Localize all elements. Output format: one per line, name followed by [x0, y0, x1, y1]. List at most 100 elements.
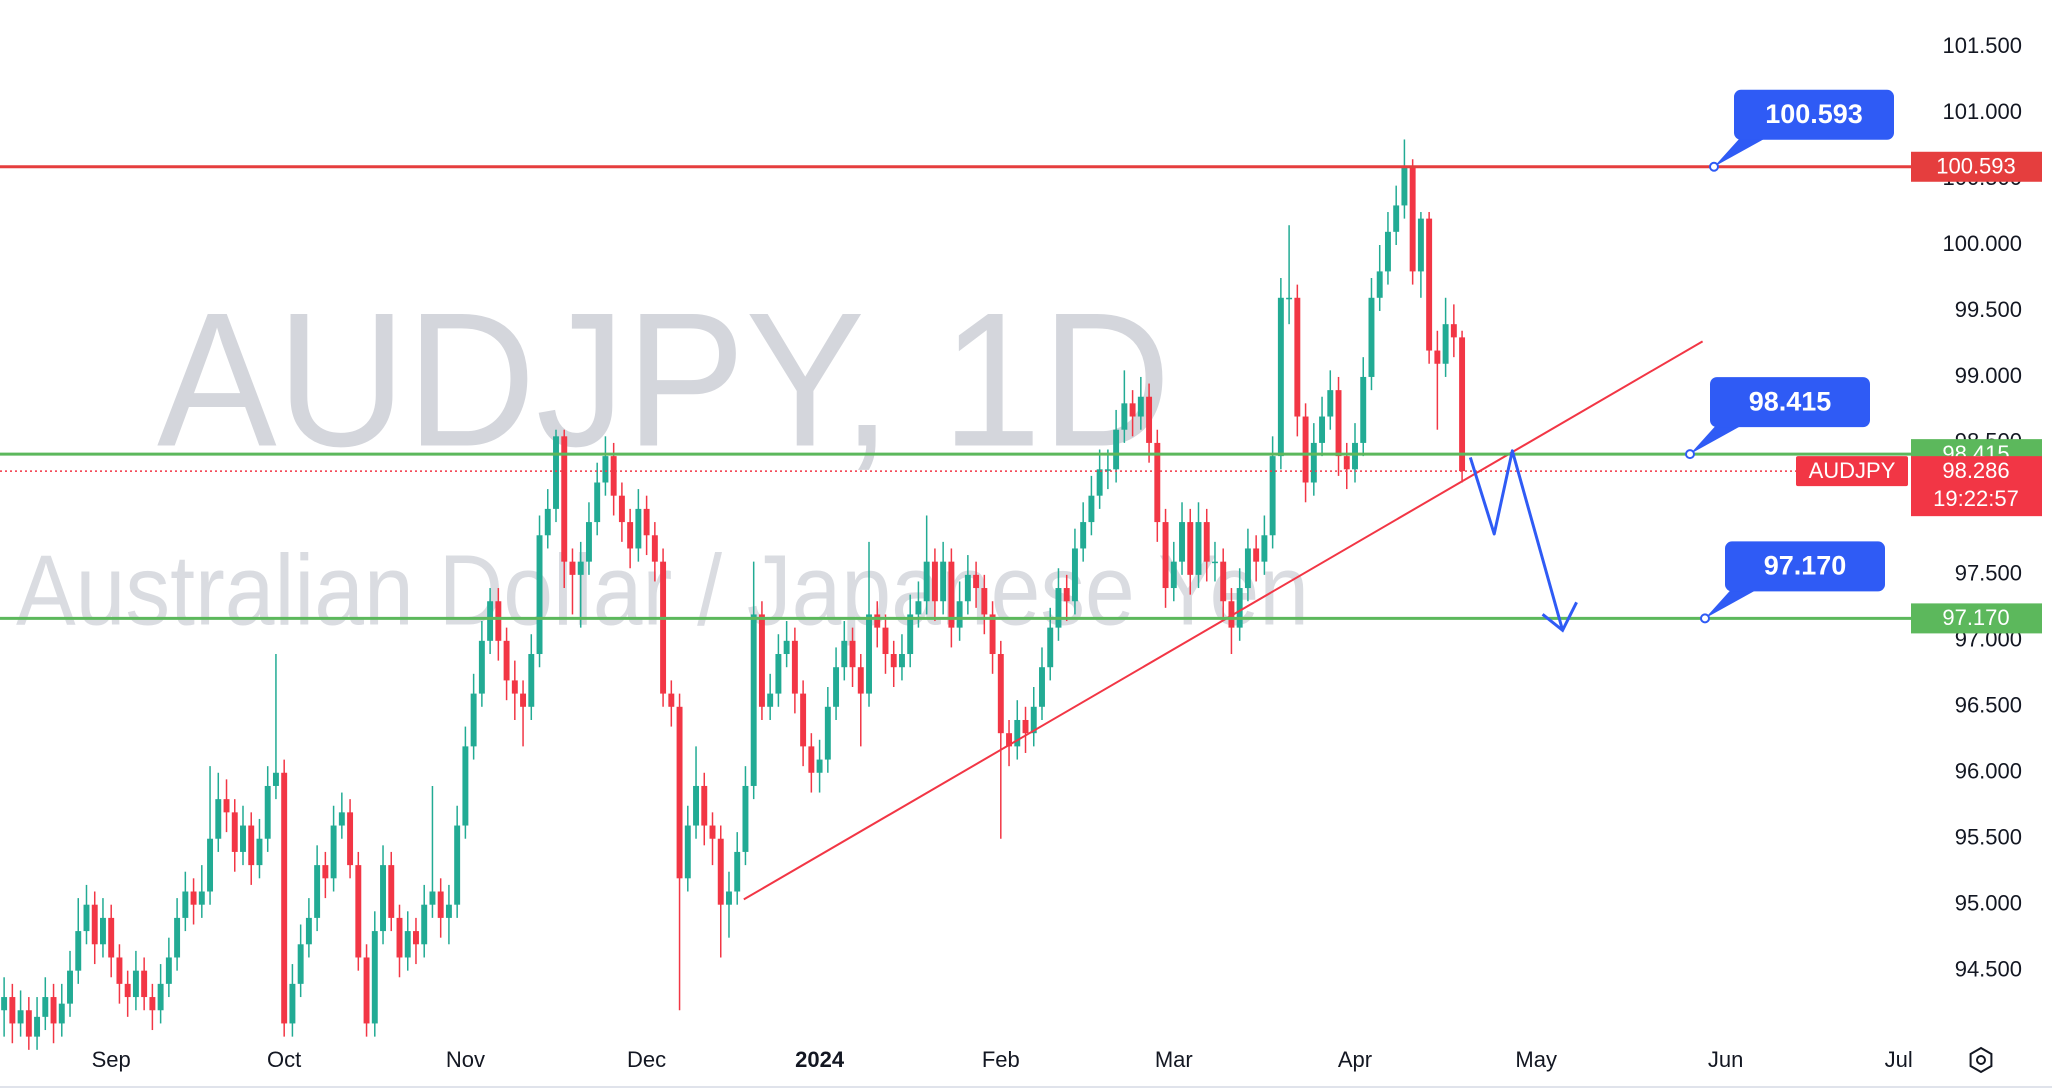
candle-body [544, 508, 551, 536]
candle-body [923, 561, 930, 602]
candle-body [215, 799, 222, 839]
candle-body [1286, 297, 1293, 300]
candle-body [651, 535, 658, 562]
candle-body [174, 917, 181, 958]
x-tick-label: Jun [1708, 1047, 1743, 1072]
candle-body [182, 891, 189, 918]
candle-body [223, 799, 230, 813]
candle-body [511, 680, 518, 694]
candle-body [956, 601, 963, 628]
candle-body [1393, 205, 1400, 232]
candle-body [857, 667, 864, 694]
x-tick-label: Oct [267, 1047, 301, 1072]
candle-body [684, 825, 691, 879]
x-tick-label: Mar [1155, 1047, 1193, 1072]
candle-body [1162, 522, 1169, 589]
callout-box [1725, 541, 1885, 592]
candle-body [709, 825, 716, 839]
candle-body [1006, 733, 1013, 747]
x-tick-label: Jul [1885, 1047, 1913, 1072]
candle-body [520, 693, 527, 707]
candle-body [487, 601, 494, 641]
x-tick-label: Feb [982, 1047, 1020, 1072]
callout-anchor [1700, 613, 1710, 624]
candle-body [602, 456, 609, 483]
candle-body [478, 640, 485, 694]
candle-body [874, 614, 881, 628]
candle-body [1179, 522, 1185, 562]
candle-body [1154, 442, 1161, 523]
candle-body [503, 640, 510, 681]
candle-body [1269, 456, 1276, 536]
y-tick-label: 95.500 [1955, 825, 2022, 850]
candle-body [594, 482, 601, 523]
settings-hexagon [1969, 1046, 1993, 1074]
candle-body [824, 706, 831, 760]
candle-body [585, 522, 592, 562]
callout-pointer [1690, 423, 1746, 455]
candle-body [1220, 561, 1227, 602]
y-tick-label: 97.500 [1955, 561, 2022, 586]
candle-body [1212, 561, 1218, 564]
candle-body [1088, 495, 1095, 523]
candle-body [83, 904, 90, 932]
candle-body [240, 825, 246, 852]
settings-center [1976, 1055, 1986, 1065]
candle-body [1129, 403, 1136, 417]
candle-body [1335, 390, 1342, 457]
candle-body [1047, 627, 1054, 668]
candle-body [75, 931, 82, 971]
candle-body [305, 917, 312, 945]
candle-body [67, 970, 73, 1004]
candle-body [314, 865, 321, 918]
callout-label: 100.593 [1765, 99, 1863, 129]
candle-body [882, 627, 889, 655]
candle-body [701, 785, 708, 826]
candle-body [289, 983, 296, 1024]
candle-body [198, 891, 205, 905]
candle-body [437, 891, 444, 918]
candle-body [388, 865, 395, 918]
candle-body [1401, 165, 1408, 206]
candle-body [931, 561, 938, 602]
y-tick-label: 99.500 [1955, 297, 2022, 322]
candle-body [866, 614, 872, 694]
candle-body [1417, 218, 1424, 272]
candle-body [1039, 667, 1045, 707]
candle-body [1244, 548, 1251, 589]
candle-body [9, 997, 16, 1024]
candle-body [404, 931, 411, 958]
y-tick-label: 95.000 [1955, 891, 2022, 916]
candle-body [1063, 588, 1070, 602]
x-tick-label: Dec [627, 1047, 666, 1072]
callout-box [1710, 377, 1870, 428]
candle-body [207, 838, 214, 892]
candle-body [1096, 469, 1103, 496]
candle-body [841, 640, 848, 668]
y-tick-label: 100.000 [1942, 231, 2022, 256]
candle-body [17, 1010, 24, 1024]
candle-body [1203, 522, 1210, 562]
candle-body [165, 957, 172, 984]
candle-body [775, 654, 782, 694]
level-axis-box [1911, 603, 2042, 634]
candle-body [462, 746, 469, 826]
candle-body [816, 759, 823, 773]
candle-body [948, 561, 955, 628]
candle-body [116, 957, 123, 984]
y-tick-label: 96.000 [1955, 759, 2022, 784]
candle-body [1080, 522, 1087, 549]
candle-body [1277, 297, 1284, 457]
projection-path [1468, 449, 1565, 631]
candle-body [1261, 535, 1268, 562]
countdown-label: 19:22:57 [1933, 486, 2019, 511]
candle-body [726, 891, 732, 905]
candle-body [330, 825, 337, 879]
candle-body [1368, 297, 1375, 377]
x-tick-label: May [1515, 1047, 1557, 1072]
candle-body [149, 997, 156, 1011]
candle-body [1071, 548, 1078, 602]
settings-icon[interactable] [1969, 1046, 1993, 1074]
